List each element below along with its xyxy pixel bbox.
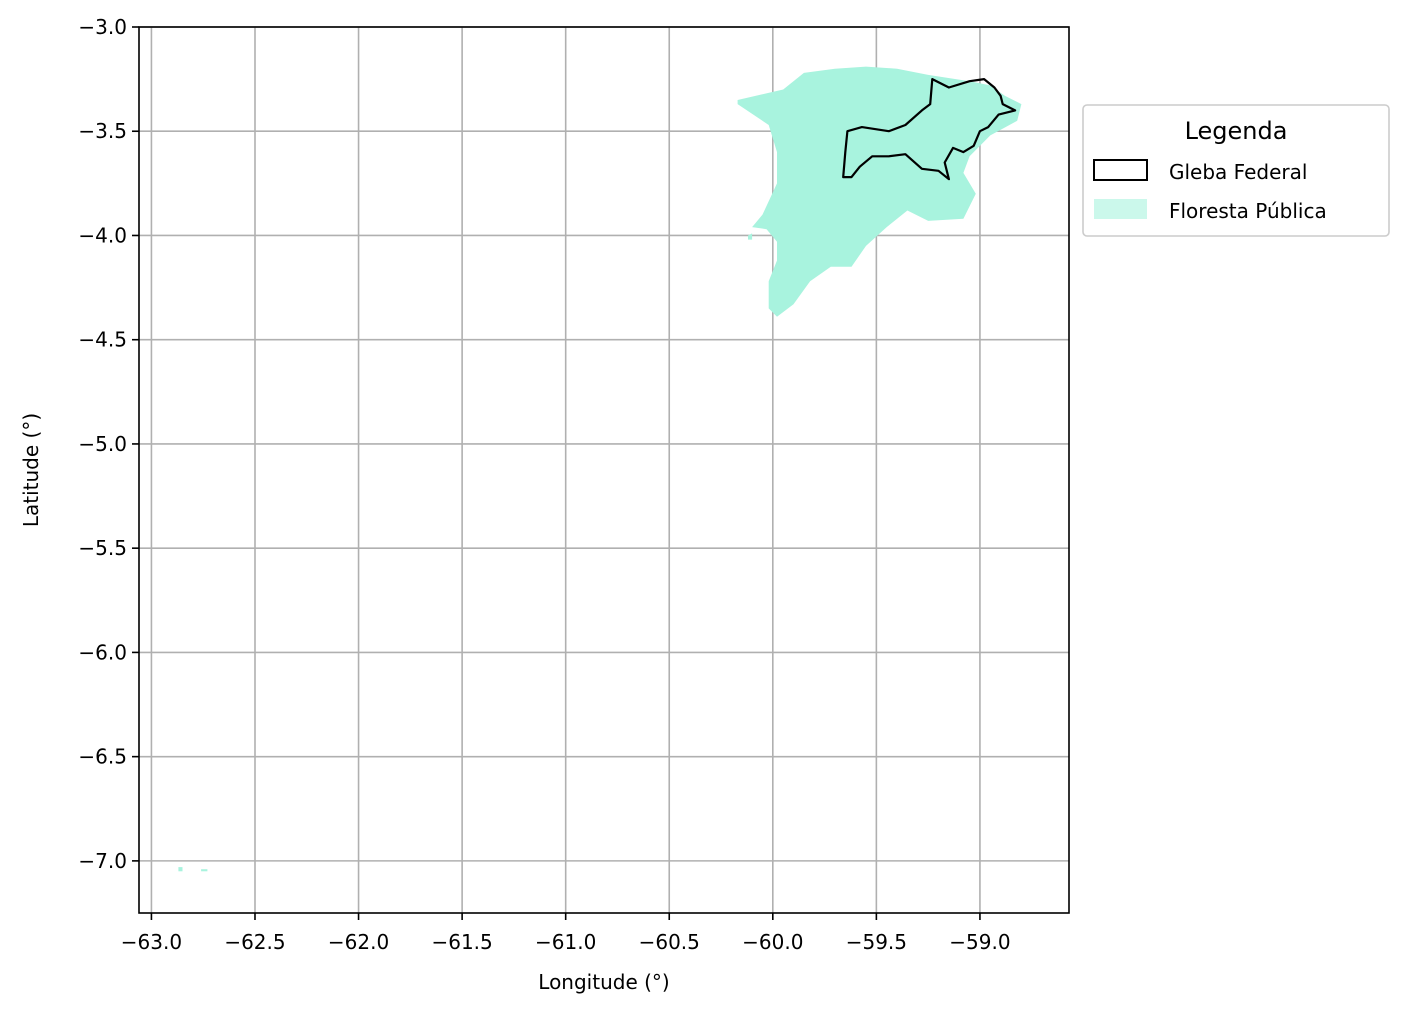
axes-frame <box>138 26 1070 914</box>
gleba-federal-layer <box>842 77 1017 181</box>
y-tick-label: −5.5 <box>78 536 127 560</box>
y-axis-ticks: −3.0 −3.5 −4.0 −4.5 −5.0 −5.5 −6.0 −6.5 −7.0 <box>78 15 139 873</box>
floresta-publica-fragment <box>178 867 183 872</box>
y-tick-label: −3.0 <box>78 15 127 39</box>
floresta-publica-fragment <box>748 233 753 240</box>
x-tick-label: −60.5 <box>639 930 700 954</box>
floresta-publica-fragment <box>201 869 208 872</box>
legend-swatch-gleba-federal <box>1093 159 1148 181</box>
x-tick-label: −60.0 <box>742 930 803 954</box>
floresta-publica-polygon <box>737 66 1022 317</box>
floresta-publica-layer <box>178 66 1022 872</box>
legend-title: Legenda <box>1185 117 1288 145</box>
y-tick-label: −4.5 <box>78 328 127 352</box>
y-tick-label: −7.0 <box>78 849 127 873</box>
legend: Legenda Gleba Federal Floresta Pública <box>1082 104 1390 237</box>
y-axis-label: Latitude (°) <box>19 413 43 527</box>
legend-label-gleba-federal: Gleba Federal <box>1169 160 1307 184</box>
grid-lines <box>139 26 1069 913</box>
y-tick-label: −3.5 <box>78 119 127 143</box>
x-axis-ticks: −63.0 −62.5 −62.0 −61.5 −61.0 −60.5 −60.0 −59.5… <box>121 913 1011 954</box>
x-tick-label: −59.5 <box>846 930 907 954</box>
x-axis-label: Longitude (°) <box>538 970 669 994</box>
y-tick-label: −6.5 <box>78 745 127 769</box>
x-tick-label: −62.0 <box>328 930 389 954</box>
y-tick-label: −4.0 <box>78 223 127 247</box>
y-tick-label: −6.0 <box>78 640 127 664</box>
x-tick-label: −61.5 <box>431 930 492 954</box>
y-tick-label: −5.0 <box>78 432 127 456</box>
x-tick-label: −63.0 <box>121 930 182 954</box>
legend-swatch-floresta-publica <box>1094 199 1147 219</box>
x-tick-label: −62.5 <box>224 930 285 954</box>
legend-frame <box>1082 104 1390 237</box>
gleba-federal-outline <box>842 77 1017 181</box>
x-tick-label: −61.0 <box>535 930 596 954</box>
x-tick-label: −59.0 <box>949 930 1010 954</box>
legend-label-floresta-publica: Floresta Pública <box>1169 199 1327 223</box>
